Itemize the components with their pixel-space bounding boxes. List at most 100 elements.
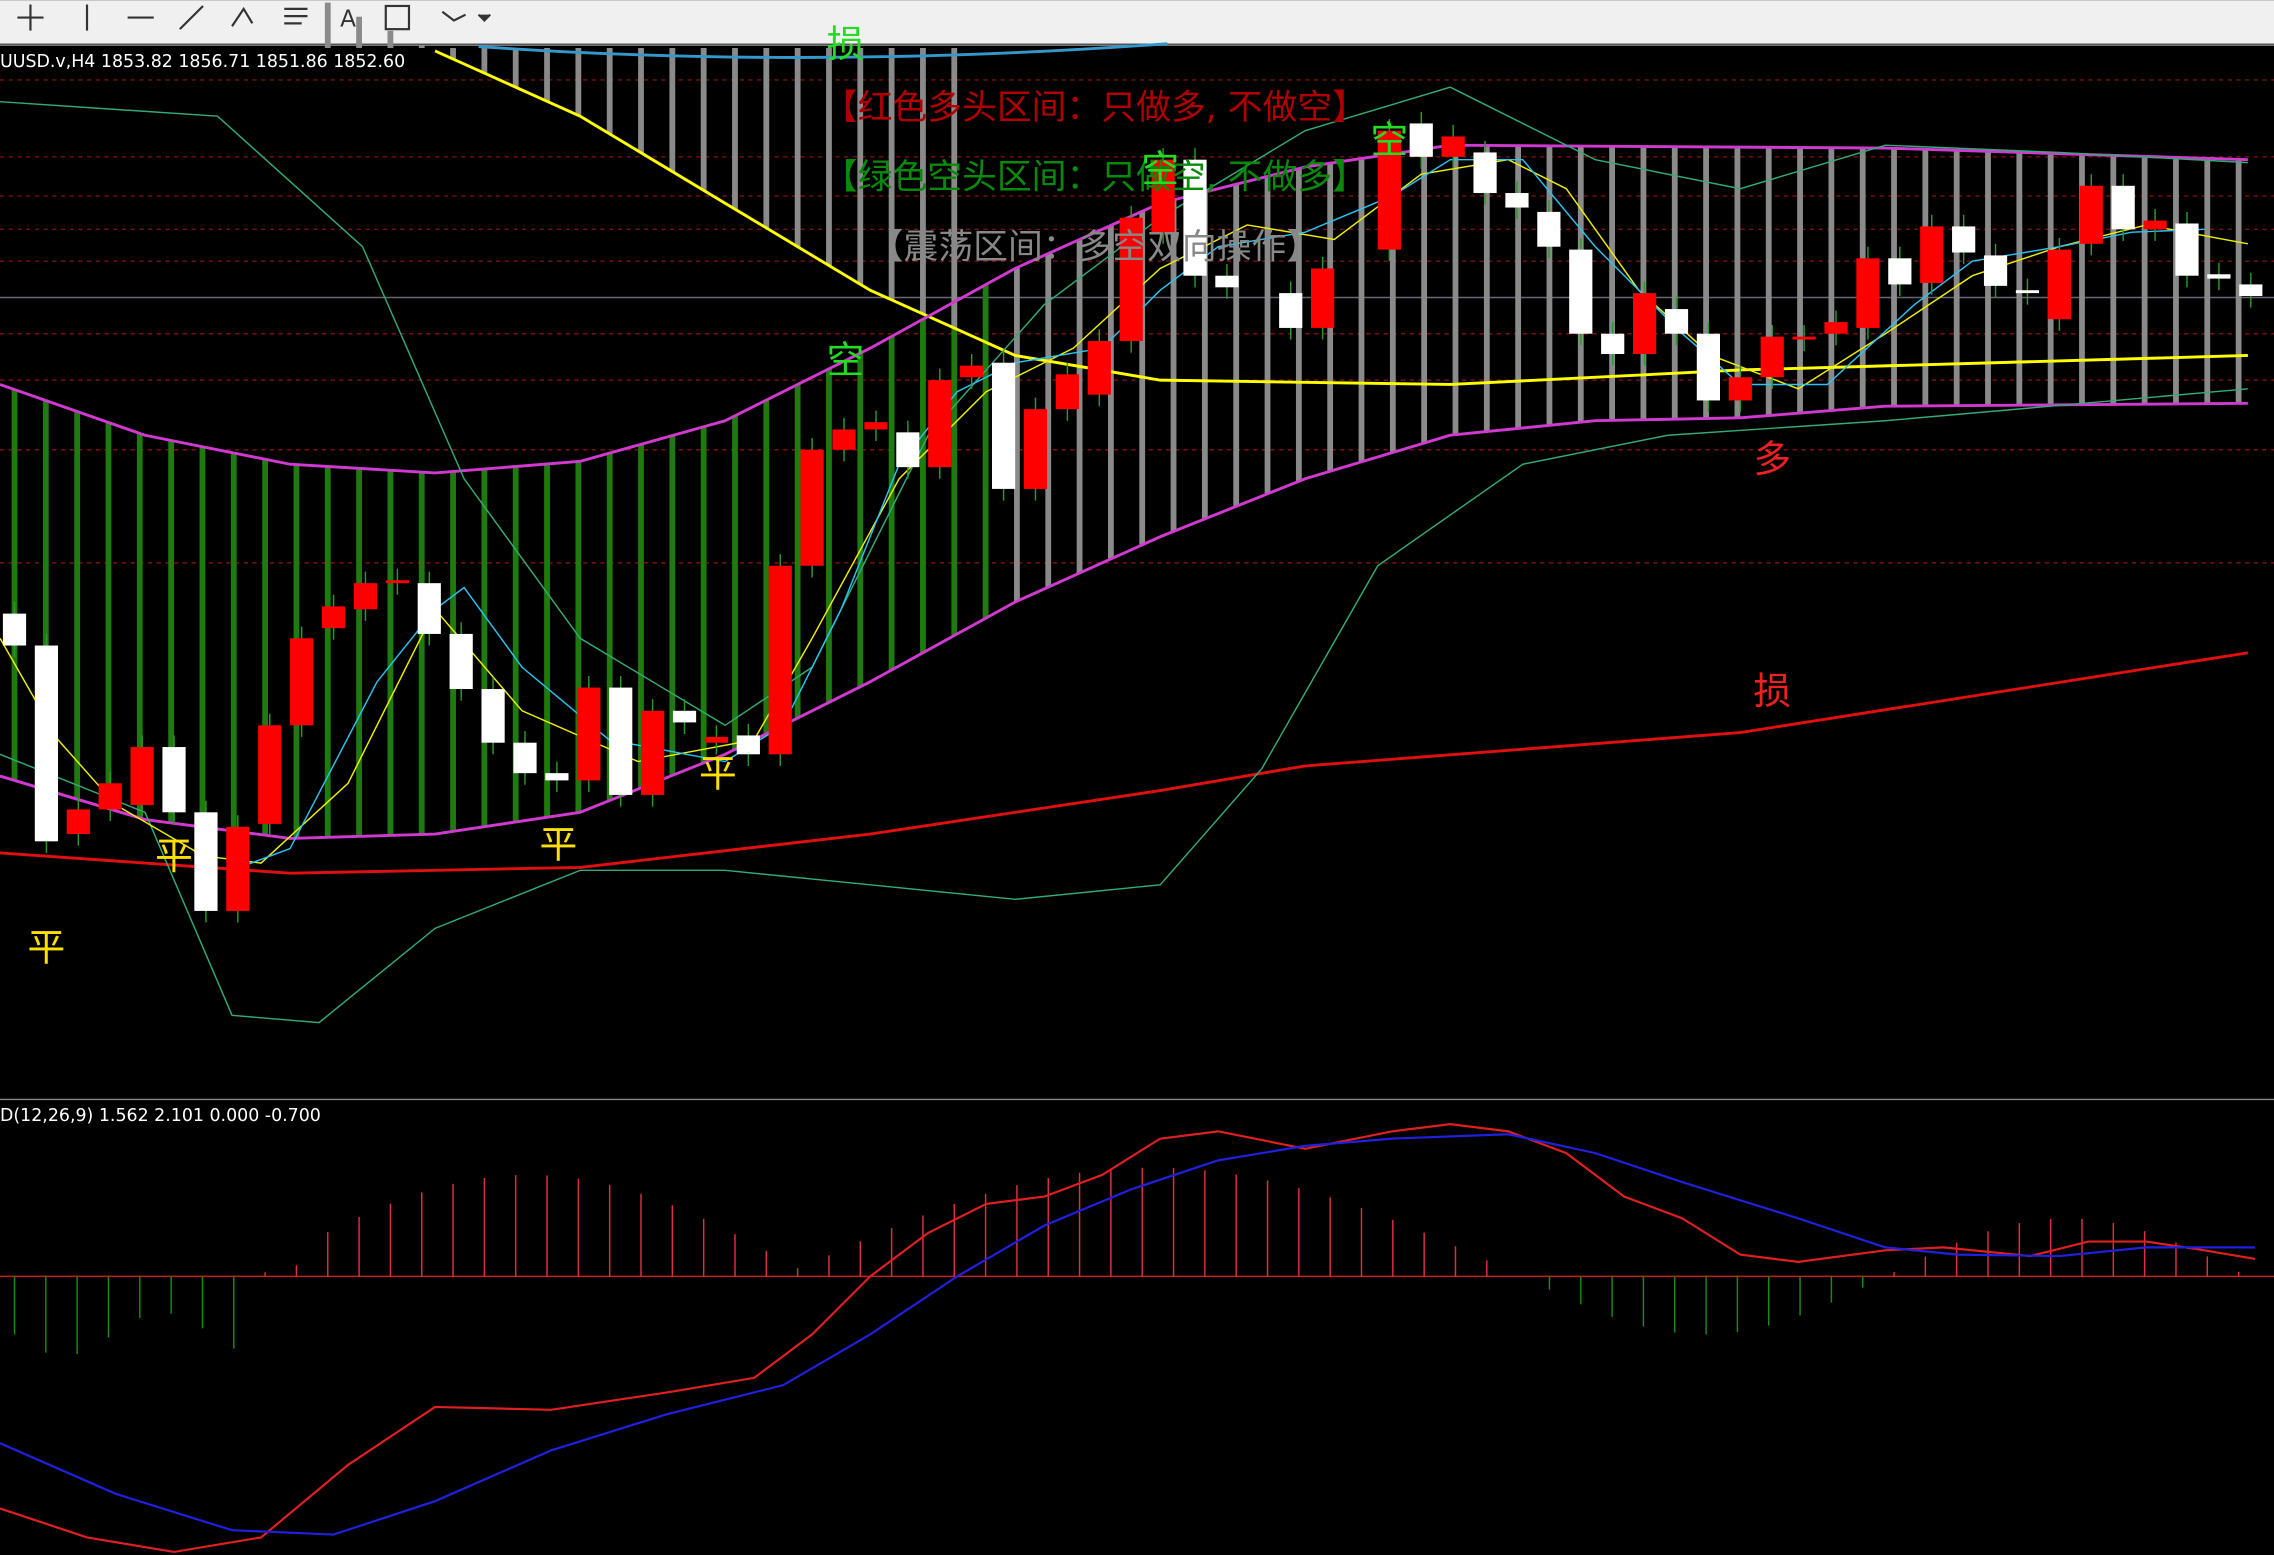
candle-body [991, 362, 1016, 489]
candle-body [481, 689, 505, 743]
bollinger-lower [0, 388, 2248, 1024]
candle-body [2207, 274, 2231, 279]
candle-body [1952, 226, 1976, 253]
candle-body [832, 429, 856, 450]
candle-body [2111, 185, 2135, 230]
candle-body [34, 645, 59, 842]
toolbar [0, 0, 2274, 44]
candle-body [1183, 159, 1207, 276]
candle-body [800, 449, 824, 566]
candle-body [1055, 374, 1079, 410]
candle-body [768, 565, 792, 755]
candle-body [353, 583, 378, 610]
candle-body [2143, 220, 2167, 230]
lower-envelope [0, 401, 2248, 840]
signal-line [0, 1133, 2256, 1536]
candle-body [2015, 290, 2040, 294]
macd-line [0, 1123, 2256, 1554]
candle-body [66, 809, 90, 835]
candle-body [1441, 136, 1465, 157]
candle-body [928, 380, 952, 468]
annotation: 【红色多头区间：只做多, 不做空】 [823, 88, 1367, 128]
text-tool[interactable]: A [340, 5, 356, 32]
candle-body [417, 583, 441, 634]
candle-body [513, 742, 537, 774]
candle-body [1569, 249, 1593, 334]
fast-ma [0, 158, 2249, 864]
candle-body [1279, 293, 1303, 328]
candle-body [609, 687, 633, 795]
candle-body [1983, 255, 2008, 286]
candle-body [1728, 377, 1752, 401]
signal-marker: 损 [827, 22, 865, 66]
annotation: 【绿色空头区间：只做空, 不做多】 [823, 158, 1367, 198]
signal-marker: 平 [699, 752, 737, 796]
signal-marker: 空 [1370, 118, 1408, 162]
candle-body [1087, 340, 1111, 395]
candle-body [1537, 211, 1561, 247]
candle-body [258, 725, 282, 824]
candles [2, 111, 2263, 923]
candle-body [1601, 333, 1625, 355]
candle-body [1760, 336, 1784, 378]
candle-body [896, 432, 920, 468]
candle-body [290, 638, 314, 726]
candle-body [1696, 333, 1721, 401]
candle-body [2047, 249, 2071, 320]
candle-body [2079, 185, 2103, 244]
candle-body [385, 580, 409, 584]
candle-body [1792, 336, 1816, 340]
stop-line [0, 651, 2249, 875]
long-ma [434, 49, 2248, 386]
candle-body [2175, 223, 2199, 276]
candle-body [1888, 258, 1912, 285]
candle-body [1215, 275, 1239, 288]
candle-body [1505, 193, 1529, 208]
candle-body [2, 613, 27, 646]
candle-body [130, 747, 154, 806]
bollinger-upper [0, 86, 2248, 727]
signal-marker: 平 [539, 823, 577, 867]
candle-body [1377, 130, 1401, 250]
signal-marker: 平 [155, 834, 193, 878]
candle-body [704, 736, 729, 743]
candle-body [449, 633, 473, 690]
candle-body [641, 710, 665, 795]
candle-body [545, 773, 569, 781]
annotation: 【震荡区间：多空双向操作】 [869, 227, 1321, 267]
candle-body [672, 710, 697, 723]
candle-body [321, 606, 346, 629]
signal-marker: 损 [1753, 669, 1791, 713]
macd-histogram [13, 1167, 2240, 1355]
signal-ma [231, 158, 2205, 871]
signal-marker: 空 [827, 338, 865, 382]
candle-body [162, 747, 186, 813]
candle-body [864, 422, 888, 430]
candle-body [1311, 268, 1335, 328]
candle-body [1824, 322, 1848, 334]
candle-body [194, 812, 218, 911]
candle-body [1856, 258, 1880, 328]
candle-body [2239, 284, 2263, 297]
signal-marker: 多 [1753, 437, 1791, 481]
candle-body [577, 687, 601, 781]
candle-body [1409, 123, 1433, 157]
candle-body [1920, 226, 1944, 283]
candle-body [1023, 409, 1048, 489]
candle-body [226, 826, 250, 911]
signal-marker: 平 [28, 926, 66, 970]
candle-body [1664, 309, 1689, 334]
toolbar-icons [17, 4, 491, 31]
macd-label: D(12,26,9) 1.562 2.101 0.000 -0.700 [0, 1106, 321, 1126]
symbol-info: UUSD.v,H4 1853.82 1856.71 1851.86 1852.6… [0, 52, 405, 72]
signal-marker: 空 [1141, 147, 1179, 191]
candle-body [98, 783, 122, 810]
cyan-arc [478, 42, 1168, 59]
candle-body [1119, 217, 1143, 341]
candle-body [960, 365, 984, 378]
candle-body [1151, 159, 1175, 233]
candle-body [736, 735, 760, 755]
